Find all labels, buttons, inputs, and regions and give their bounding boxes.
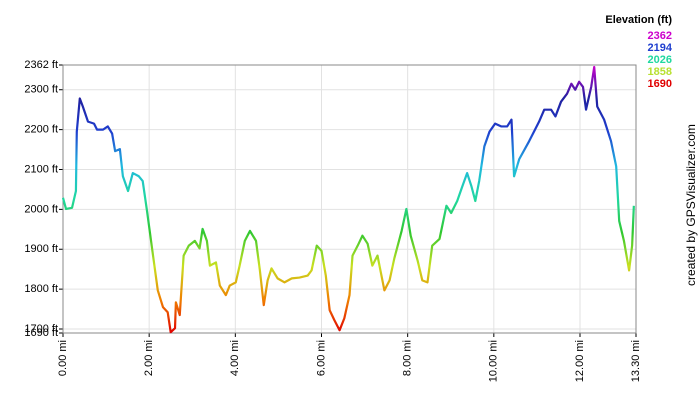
x-tick-label: 10.00 mi [488, 340, 500, 382]
y-tick-label: 1690 ft [24, 327, 58, 339]
y-tick-label: 2362 ft [24, 59, 58, 71]
x-tick-label: 12.00 mi [574, 340, 586, 382]
x-tick-label: 2.00 mi [143, 340, 155, 376]
elevation-line [61, 65, 635, 334]
y-tick-label: 2200 ft [24, 124, 58, 136]
x-tick-label: 13.30 mi [630, 340, 642, 382]
y-tick-label: 2100 ft [24, 163, 58, 175]
y-tick-label: 2300 ft [24, 84, 58, 96]
y-tick-label: 1700 ft [24, 323, 58, 335]
y-tick-label: 1900 ft [24, 243, 58, 255]
legend-value: 2026 [648, 54, 672, 66]
y-tick-label: 2000 ft [24, 203, 58, 215]
y-tick-label: 1800 ft [24, 283, 58, 295]
legend-value: 2362 [648, 30, 672, 42]
x-tick-label: 8.00 mi [402, 340, 414, 376]
x-tick-label: 6.00 mi [315, 340, 327, 376]
x-tick-label: 4.00 mi [229, 340, 241, 376]
credit: created by GPSVisualizer.com [684, 124, 698, 286]
x-tick-label: 0.00 mi [57, 340, 69, 376]
legend-title: Elevation (ft) [605, 14, 672, 26]
legend-value: 2194 [648, 42, 673, 54]
legend-value: 1690 [648, 78, 672, 90]
legend-value: 1858 [648, 66, 672, 78]
